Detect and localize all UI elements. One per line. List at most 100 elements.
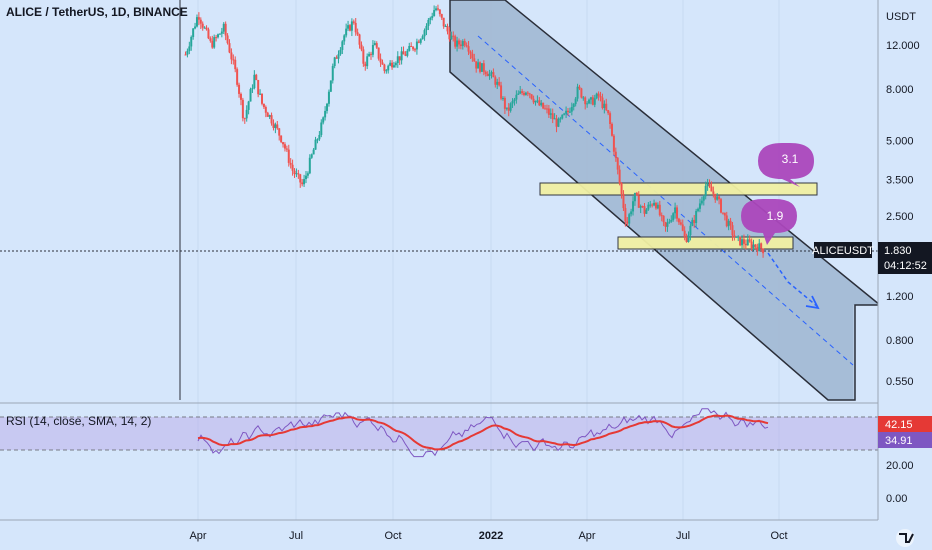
candle-body (280, 135, 283, 143)
candle-body (285, 148, 288, 150)
candle-body (352, 21, 355, 23)
rsi-line (197, 408, 769, 458)
time-axis-ticks: Apr Jul Oct 2022 Apr Jul Oct (189, 530, 787, 542)
candle-body (199, 19, 202, 24)
candle-body (746, 239, 749, 246)
candle-body (379, 58, 382, 63)
candle-body (402, 51, 405, 55)
candle-body (213, 37, 216, 48)
candle-body (446, 26, 449, 32)
symbol-title[interactable]: ALICE / TetherUS, 1D, BINANCE (6, 5, 188, 19)
candle-body (266, 112, 269, 117)
candle-body (645, 209, 648, 214)
candle-body (467, 46, 470, 52)
candle-body (714, 193, 717, 200)
candle-body (234, 59, 237, 70)
candle-body (488, 73, 491, 77)
time-axis[interactable] (0, 520, 932, 550)
candle-body (241, 99, 244, 119)
candle-body (387, 65, 390, 71)
candle-body (465, 45, 468, 47)
candle-body (568, 111, 571, 113)
candle-body (276, 124, 279, 129)
candle-body (612, 135, 615, 152)
rsi-band (0, 417, 878, 450)
candle-body (197, 17, 200, 20)
price-tick-label: 2.500 (886, 211, 914, 223)
bubble-callout-lower[interactable]: 1.9 (741, 199, 797, 245)
candle-body (364, 63, 367, 67)
time-tick-label: Apr (189, 530, 206, 542)
candle-body (345, 28, 348, 36)
candle-body (501, 97, 504, 99)
candle-body (479, 62, 482, 72)
candle-body (310, 154, 313, 158)
price-tag-bg (878, 242, 932, 274)
rsi-ma-line (197, 414, 769, 451)
candle-body (238, 84, 241, 94)
candle-body (257, 80, 260, 95)
candle-body (511, 101, 514, 104)
rsi-title[interactable]: RSI (14, close, SMA, 14, 2) (6, 414, 152, 428)
regression-channel-body (449, 0, 883, 401)
candle-body (547, 108, 550, 115)
candle-body (337, 54, 340, 59)
candle-body (205, 27, 208, 30)
candle-body (228, 43, 231, 53)
candle-body (239, 93, 242, 100)
candle-body (553, 118, 556, 120)
candle-body (417, 41, 420, 43)
candle-body (626, 221, 629, 224)
candle-body (295, 173, 298, 175)
candle-body (752, 244, 755, 248)
candle-body (339, 49, 342, 55)
candle-body (226, 35, 229, 44)
candle-body (689, 225, 692, 236)
candle-body (567, 110, 569, 113)
candle-body (762, 248, 765, 254)
candle-body (358, 34, 361, 45)
candle-body (433, 10, 436, 17)
candle-body (333, 57, 336, 67)
candle-body (586, 103, 589, 105)
bubble-callout-upper[interactable]: 3.1 (758, 143, 814, 187)
candle-body (251, 88, 254, 90)
candle-body (448, 31, 451, 40)
candle-body (423, 30, 426, 37)
candle-body (633, 192, 636, 202)
candle-body (456, 40, 459, 47)
candle-body (729, 220, 732, 226)
candle-body (282, 142, 285, 145)
candle-body (693, 219, 696, 223)
candle-body (209, 38, 212, 41)
candle-body (731, 225, 734, 236)
candle-body (329, 80, 332, 92)
candle-body (492, 72, 495, 78)
candle-body (733, 235, 736, 238)
candle-body (670, 219, 673, 222)
candle-body (622, 193, 625, 209)
candle-body (565, 110, 568, 114)
candle-body (291, 164, 294, 171)
candle-body (303, 179, 306, 185)
candle-body (656, 204, 659, 209)
candle-body (628, 214, 631, 224)
candle-body (756, 246, 759, 252)
candle-body (735, 236, 738, 238)
candle-body (373, 43, 376, 46)
candle-body (391, 62, 394, 68)
candle-body (513, 99, 516, 102)
price-tick-label: 8.000 (886, 84, 914, 96)
time-tick-label: Jul (676, 530, 690, 542)
candle-body (215, 37, 218, 39)
candle-body (375, 43, 378, 48)
candle-body (727, 220, 730, 227)
candle-body (270, 115, 273, 124)
candle-body (737, 236, 740, 238)
candle-body (545, 108, 548, 110)
candle-body (635, 192, 638, 196)
candle-body (429, 17, 432, 20)
candles (184, 4, 765, 258)
candle-body (381, 62, 384, 65)
